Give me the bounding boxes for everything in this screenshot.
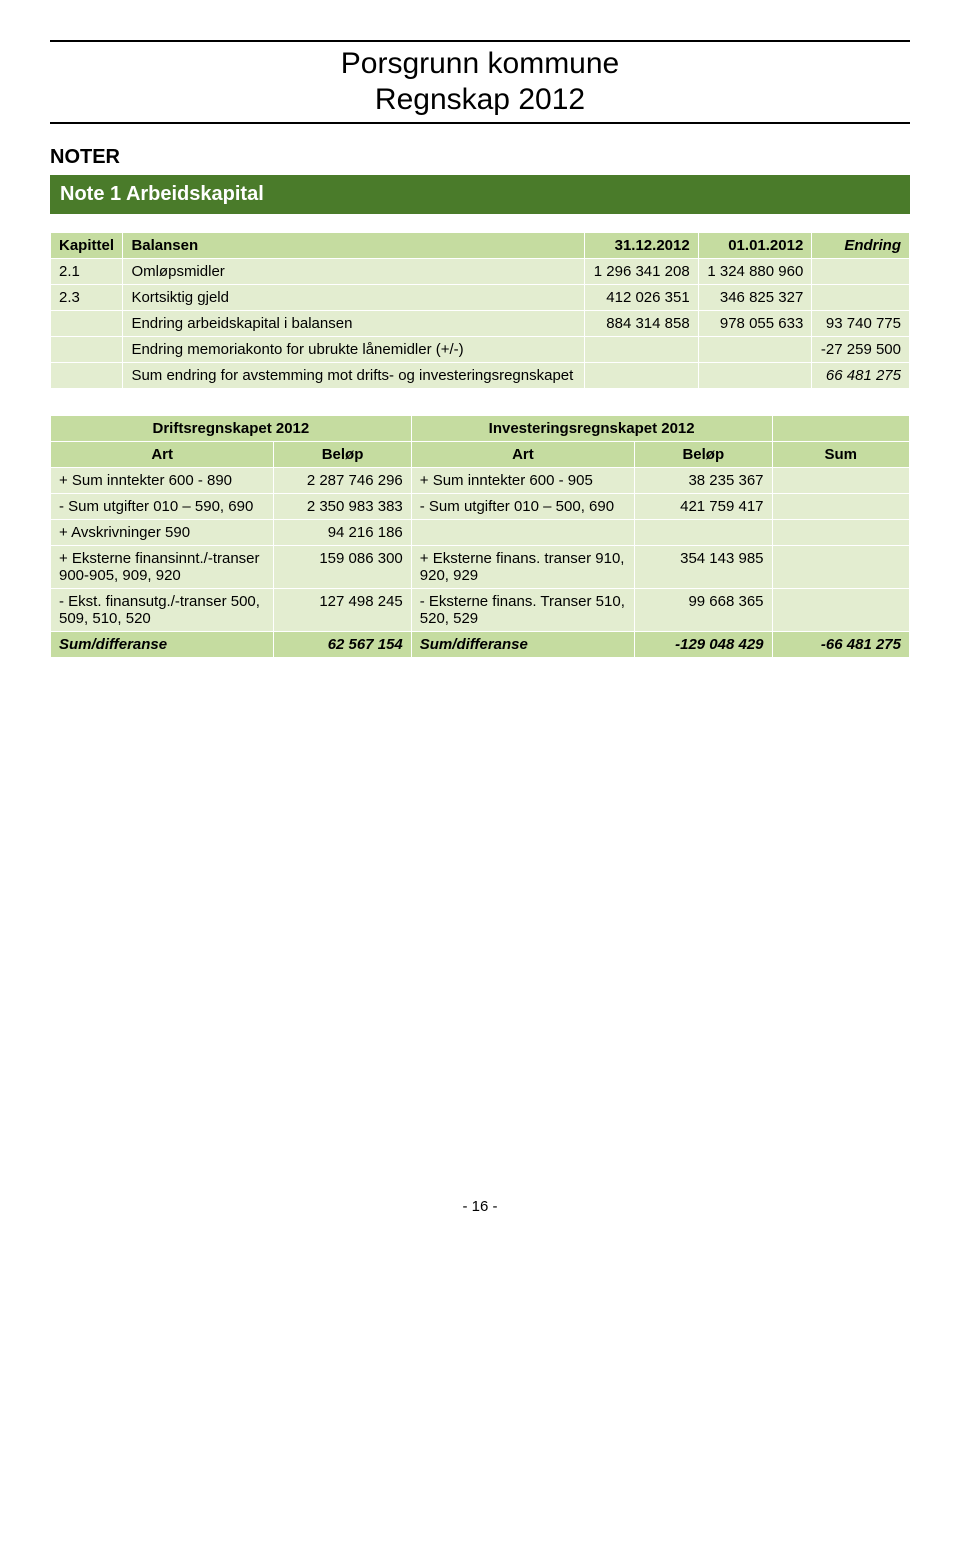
cell: -27 259 500 [812, 337, 910, 363]
cell: 94 216 186 [274, 520, 411, 546]
cell: Kortsiktig gjeld [123, 285, 585, 311]
title-line-2: Regnskap 2012 [50, 82, 910, 118]
cell: Sum/differanse [411, 632, 634, 658]
cell: 884 314 858 [585, 311, 699, 337]
cell: 354 143 985 [635, 546, 772, 589]
col-endring: Endring [812, 233, 910, 259]
header-drift: Driftsregnskapet 2012 [51, 416, 412, 442]
cell: 1 324 880 960 [698, 259, 812, 285]
cell: + Eksterne finansinnt./-transer 900-905,… [51, 546, 274, 589]
table-row: - Sum utgifter 010 – 590, 690 2 350 983 … [51, 494, 910, 520]
cell: Sum/differanse [51, 632, 274, 658]
cell: Endring memoriakonto for ubrukte lånemid… [123, 337, 585, 363]
page-number: - 16 - [50, 1198, 910, 1215]
table-row: Endring arbeidskapital i balansen 884 31… [51, 311, 910, 337]
cell: 127 498 245 [274, 589, 411, 632]
col-balansen: Balansen [123, 233, 585, 259]
balance-table: Kapittel Balansen 31.12.2012 01.01.2012 … [50, 232, 910, 389]
cell: Sum endring for avstemming mot drifts- o… [123, 363, 585, 389]
cell [51, 337, 123, 363]
cell [812, 285, 910, 311]
table-row-sum: Sum endring for avstemming mot drifts- o… [51, 363, 910, 389]
cell [772, 546, 909, 589]
cell: - Sum utgifter 010 – 590, 690 [51, 494, 274, 520]
cell: - Sum utgifter 010 – 500, 690 [411, 494, 634, 520]
cell [772, 589, 909, 632]
drift-invest-table: Driftsregnskapet 2012 Investeringsregnsk… [50, 415, 910, 658]
sub-belop-2: Beløp [635, 442, 772, 468]
cell: - Eksterne finans. Transer 510, 520, 529 [411, 589, 634, 632]
drift-invest-header-sub: Art Beløp Art Beløp Sum [51, 442, 910, 468]
cell [51, 311, 123, 337]
cell: 99 668 365 [635, 589, 772, 632]
table-row: + Sum inntekter 600 - 890 2 287 746 296 … [51, 468, 910, 494]
table-row: + Eksterne finansinnt./-transer 900-905,… [51, 546, 910, 589]
cell [585, 363, 699, 389]
cell: 62 567 154 [274, 632, 411, 658]
cell: 93 740 775 [812, 311, 910, 337]
table-row: 2.1 Omløpsmidler 1 296 341 208 1 324 880… [51, 259, 910, 285]
cell [635, 520, 772, 546]
cell: 2.1 [51, 259, 123, 285]
cell: + Eksterne finans. transer 910, 920, 929 [411, 546, 634, 589]
cell [585, 337, 699, 363]
cell: + Sum inntekter 600 - 905 [411, 468, 634, 494]
table-row-diff: Sum/differanse 62 567 154 Sum/differanse… [51, 632, 910, 658]
header-blank [772, 416, 909, 442]
cell [772, 494, 909, 520]
cell: -129 048 429 [635, 632, 772, 658]
cell: Endring arbeidskapital i balansen [123, 311, 585, 337]
cell [698, 363, 812, 389]
header-invest: Investeringsregnskapet 2012 [411, 416, 772, 442]
cell [812, 259, 910, 285]
balance-table-header: Kapittel Balansen 31.12.2012 01.01.2012 … [51, 233, 910, 259]
drift-invest-header-top: Driftsregnskapet 2012 Investeringsregnsk… [51, 416, 910, 442]
cell: 38 235 367 [635, 468, 772, 494]
col-date-end: 31.12.2012 [585, 233, 699, 259]
section-label: NOTER [50, 146, 910, 169]
cell: 2 350 983 383 [274, 494, 411, 520]
cell [411, 520, 634, 546]
sub-art-2: Art [411, 442, 634, 468]
table-row: - Ekst. finansutg./-transer 500, 509, 51… [51, 589, 910, 632]
cell: Omløpsmidler [123, 259, 585, 285]
cell: 412 026 351 [585, 285, 699, 311]
cell: 66 481 275 [812, 363, 910, 389]
sub-art-1: Art [51, 442, 274, 468]
cell: 421 759 417 [635, 494, 772, 520]
cell: 978 055 633 [698, 311, 812, 337]
cell: 2 287 746 296 [274, 468, 411, 494]
table-row: Endring memoriakonto for ubrukte lånemid… [51, 337, 910, 363]
cell: - Ekst. finansutg./-transer 500, 509, 51… [51, 589, 274, 632]
cell [51, 363, 123, 389]
cell: 2.3 [51, 285, 123, 311]
cell: -66 481 275 [772, 632, 909, 658]
col-date-start: 01.01.2012 [698, 233, 812, 259]
cell: 346 825 327 [698, 285, 812, 311]
cell: 1 296 341 208 [585, 259, 699, 285]
note-banner: Note 1 Arbeidskapital [50, 175, 910, 214]
sub-sum: Sum [772, 442, 909, 468]
title-line-1: Porsgrunn kommune [50, 40, 910, 82]
cell: + Sum inntekter 600 - 890 [51, 468, 274, 494]
table-row: 2.3 Kortsiktig gjeld 412 026 351 346 825… [51, 285, 910, 311]
table-row: + Avskrivninger 590 94 216 186 [51, 520, 910, 546]
sub-belop-1: Beløp [274, 442, 411, 468]
cell [698, 337, 812, 363]
cell: + Avskrivninger 590 [51, 520, 274, 546]
cell [772, 468, 909, 494]
document-title: Porsgrunn kommune Regnskap 2012 [50, 40, 910, 124]
cell [772, 520, 909, 546]
cell: 159 086 300 [274, 546, 411, 589]
col-kapittel: Kapittel [51, 233, 123, 259]
